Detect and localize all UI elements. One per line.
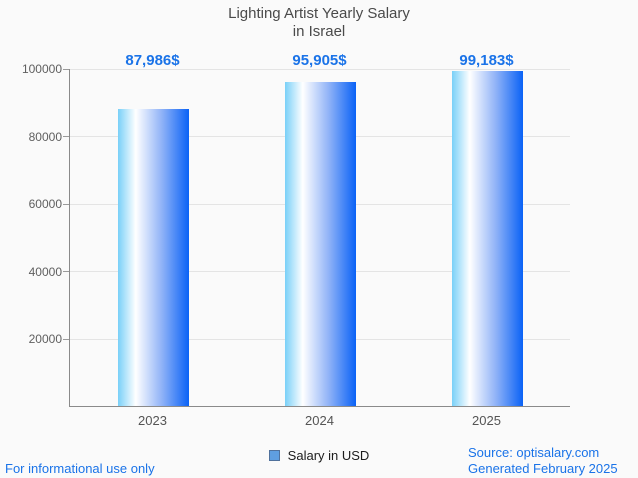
bar-value-label: 99,183$ xyxy=(459,52,514,69)
plot-area xyxy=(63,68,570,407)
x-axis-label: 2024 xyxy=(305,413,334,428)
chart-title-line2: in Israel xyxy=(292,23,346,40)
y-axis-tick xyxy=(63,136,69,138)
y-axis-tick xyxy=(63,68,69,70)
disclaimer-text: For informational use only xyxy=(5,461,155,476)
x-axis-label: 2025 xyxy=(472,413,501,428)
bar-value-label: 87,986$ xyxy=(125,52,180,69)
chart-title-line1: Lighting Artist Yearly Salary xyxy=(228,5,410,22)
source-link[interactable]: Source: optisalary.com xyxy=(468,445,600,460)
y-axis-tick xyxy=(63,203,69,205)
legend-label: Salary in USD xyxy=(287,448,370,463)
x-axis-label: 2023 xyxy=(138,413,167,428)
legend[interactable]: Salary in USD xyxy=(0,448,638,463)
y-axis-tick xyxy=(63,271,69,273)
gridline xyxy=(70,68,570,70)
bar-2023[interactable] xyxy=(118,108,189,406)
legend-marker-icon xyxy=(268,450,280,461)
bar-value-label: 95,905$ xyxy=(292,52,347,69)
y-axis-label: 20000 xyxy=(28,332,62,347)
y-axis-label: 40000 xyxy=(28,264,62,279)
bar-2025[interactable] xyxy=(452,70,523,406)
y-axis-label: 100000 xyxy=(21,62,62,76)
chart-title: Lighting Artist Yearly Salary in Israel xyxy=(0,5,638,41)
y-axis-label: 60000 xyxy=(28,197,62,212)
y-axis-tick xyxy=(63,338,69,340)
y-axis-label: 80000 xyxy=(28,129,62,144)
bar-2024[interactable] xyxy=(285,81,356,406)
footer-source-block: Source: optisalary.com Generated Februar… xyxy=(468,445,618,477)
generated-date: Generated February 2025 xyxy=(468,461,618,476)
